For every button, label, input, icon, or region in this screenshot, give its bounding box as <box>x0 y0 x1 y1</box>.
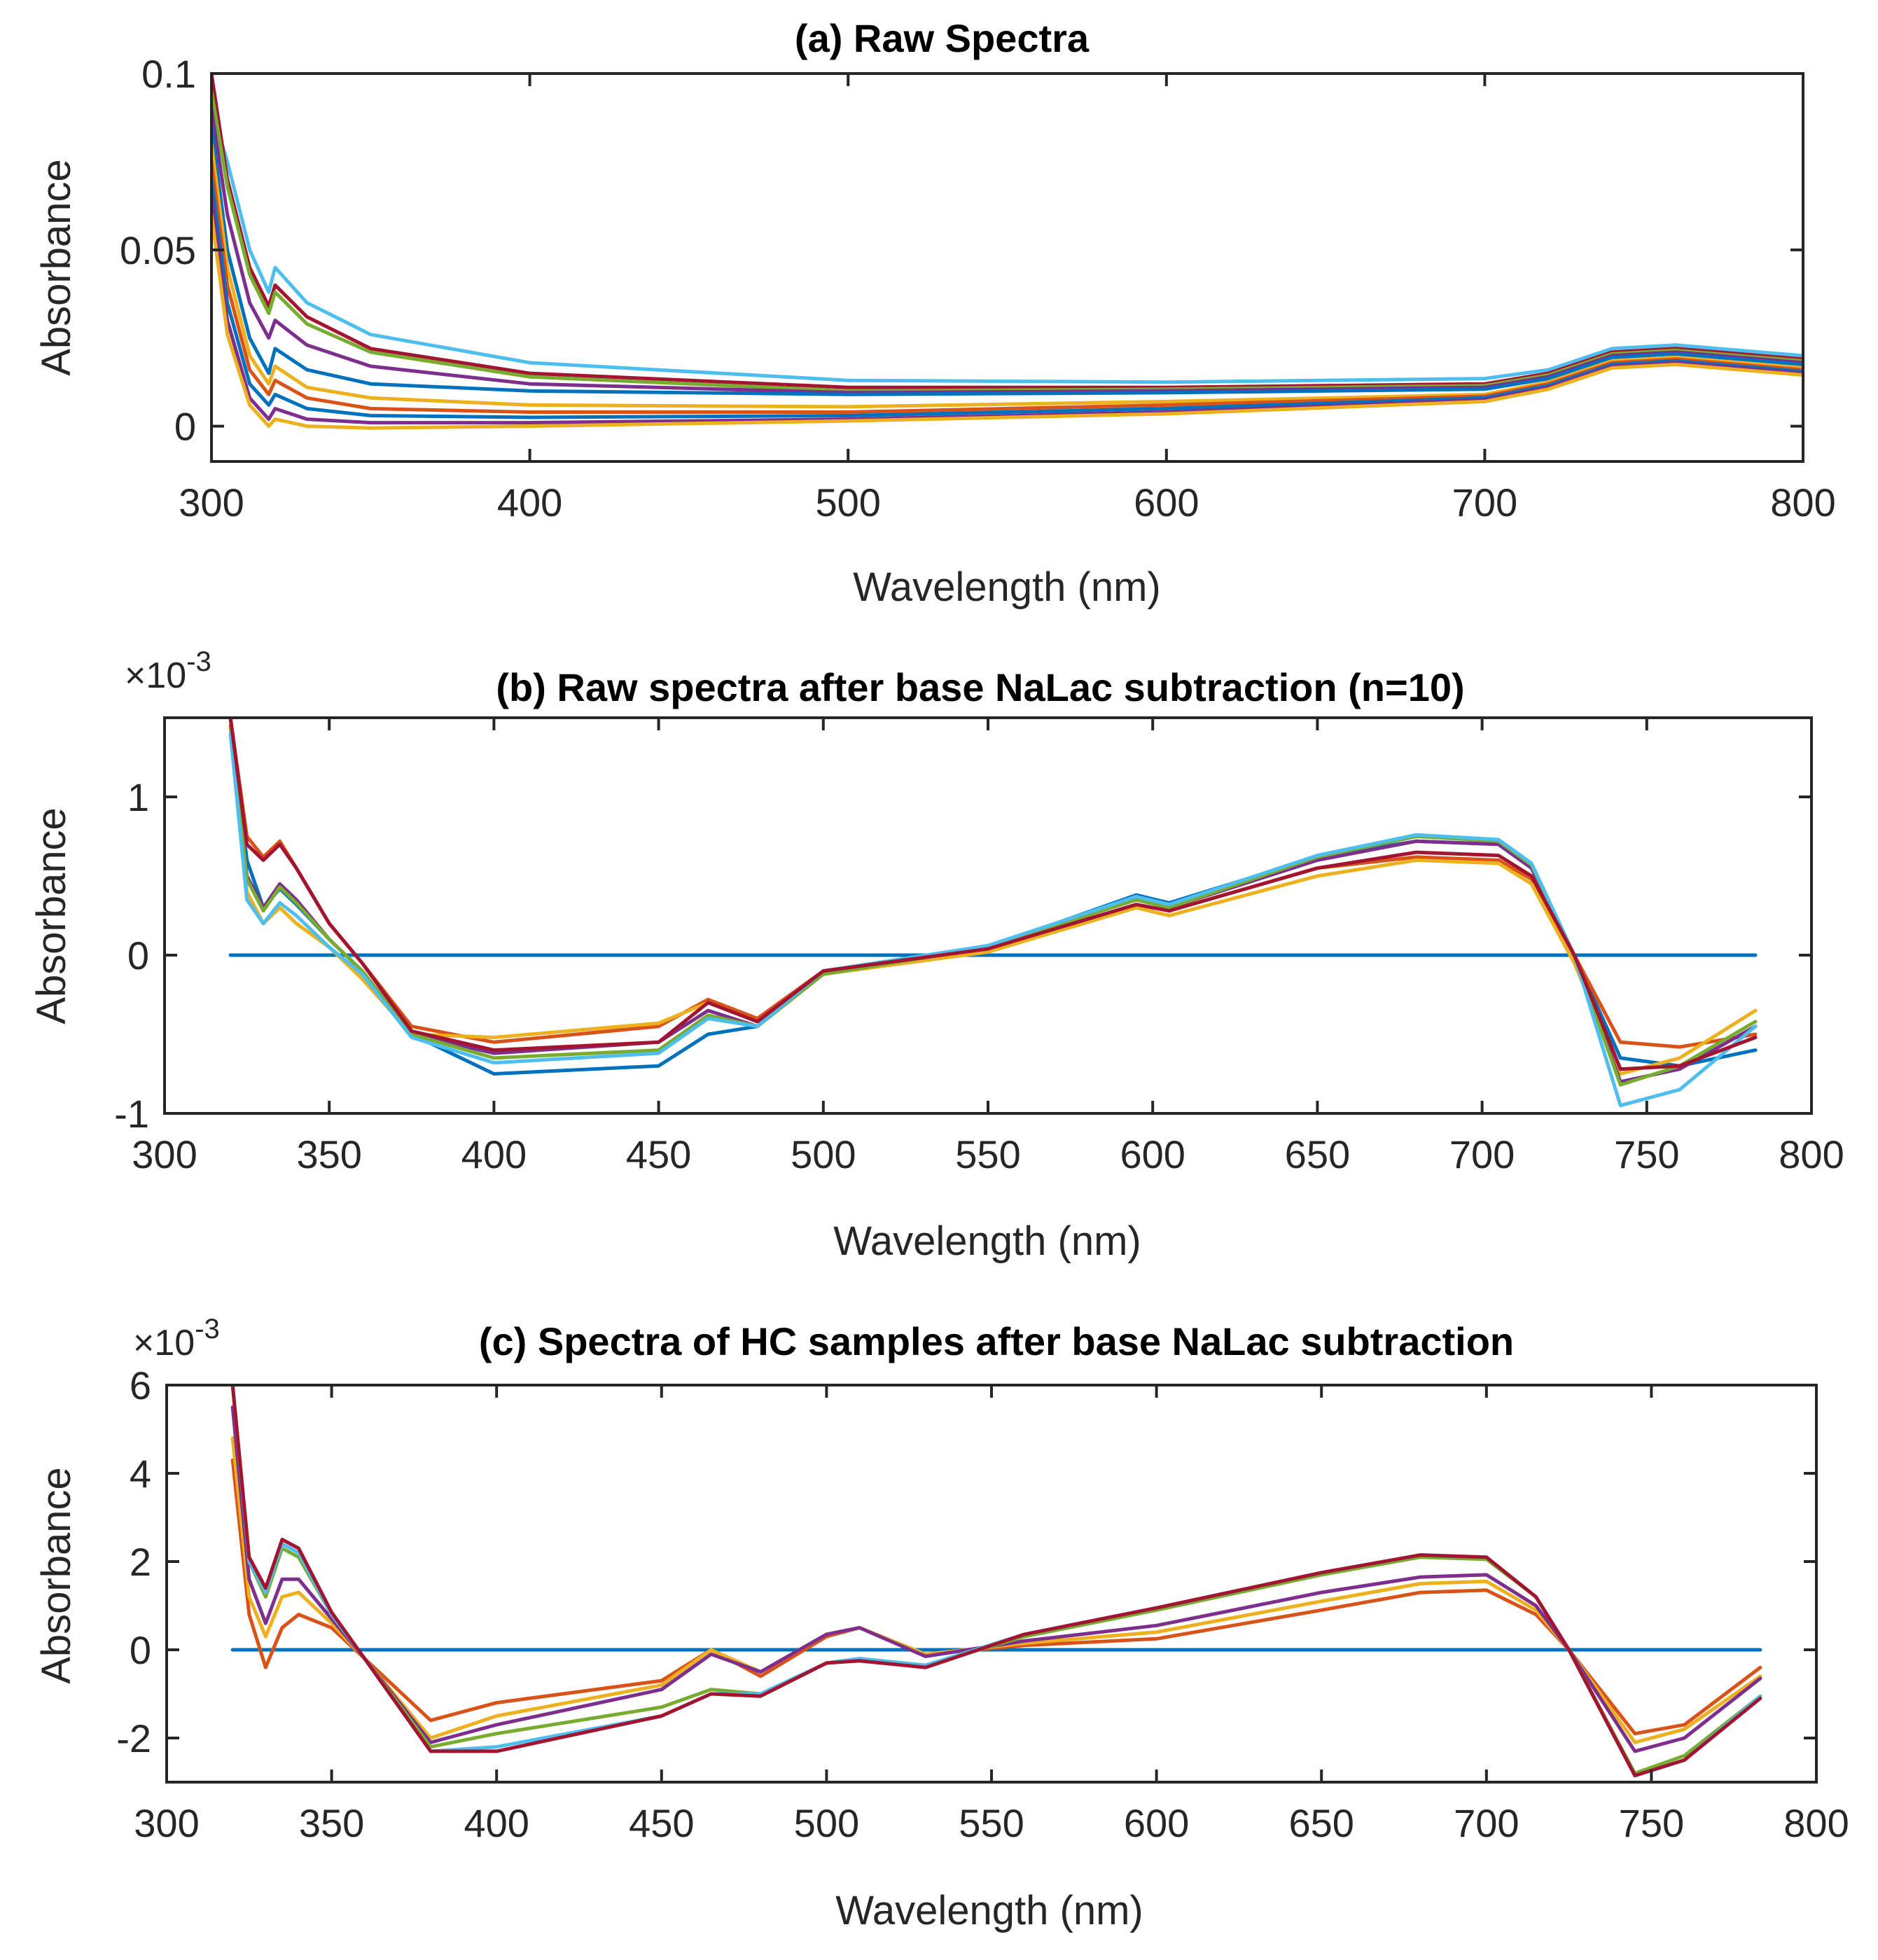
panel-a-series-s3 <box>211 89 1803 393</box>
panel-a-xtick-label: 800 <box>1770 480 1835 524</box>
panel-c-ytick-label: 6 <box>130 1363 151 1408</box>
panel-c-ytick-label: 2 <box>130 1540 151 1584</box>
panel-b-ytick-label: -1 <box>114 1092 149 1136</box>
panel-c-ytick-label: 4 <box>130 1452 151 1496</box>
panel-c-xtick-label: 650 <box>1288 1801 1354 1845</box>
panel-a-xtick-label: 300 <box>179 480 244 524</box>
panel-a-axes-frame <box>210 72 1804 463</box>
panel-c-series-s2 <box>230 1436 1762 1744</box>
panel-a-yticks: 0 0.05 0.1 <box>120 52 1803 449</box>
panel-a-series-s1 <box>211 106 1803 384</box>
panel-b-series-s7 <box>228 718 1758 1071</box>
panel-b-series-s4 <box>228 723 1758 1084</box>
panel-c-series-s4 <box>230 1385 1762 1775</box>
panel-a-xlabel: Wavelength (nm) <box>853 564 1160 610</box>
panel-b-xtick-label: 750 <box>1614 1132 1679 1176</box>
panel-b-title: (b) Raw spectra after base NaLac subtrac… <box>496 665 1464 709</box>
panel-c-multiplier-base: ×10 <box>133 1323 195 1363</box>
panel-c-xtick-label: 400 <box>464 1801 529 1845</box>
panel-b-yticks: -1 0 1 <box>114 775 1811 1136</box>
panel-c-series-s5 <box>230 1385 1762 1778</box>
panel-b-xtick-label: 600 <box>1120 1132 1185 1176</box>
panel-a: (a) Raw Spectra 300 400 500 600 700 800 0 0.05… <box>34 16 1836 610</box>
panel-c-plot <box>230 1385 1762 1778</box>
panel-c-xtick-label: 300 <box>134 1801 199 1845</box>
panel-b-xtick-label: 800 <box>1779 1132 1844 1176</box>
panel-c-series-s6 <box>230 1385 1762 1778</box>
panel-c-xtick-label: 450 <box>629 1801 694 1845</box>
panel-b-xticks: 300 350 400 450 500 550 600 650 700 750 800 <box>132 718 1844 1176</box>
panel-b-ylabel: Absorbance <box>29 807 74 1024</box>
panel-c-xlabel: Wavelength (nm) <box>835 1888 1143 1933</box>
panel-b-series-s6 <box>228 732 1758 1108</box>
panel-b-xtick-label: 650 <box>1285 1132 1350 1176</box>
panel-b-ytick-label: 0 <box>127 933 149 978</box>
panel-c-xtick-label: 750 <box>1619 1801 1684 1845</box>
panel-c-yticks: -2 0 2 4 6 <box>116 1363 1816 1760</box>
panel-a-ytick-label: 0 <box>174 405 196 449</box>
panel-a-plot <box>211 74 1803 430</box>
panel-c-xticks: 300 350 400 450 500 550 600 650 700 750 800 <box>134 1385 1849 1845</box>
panel-a-ytick-label: 0.1 <box>141 52 196 96</box>
panel-c: ×10-3 (c) Spectra of HC samples after ba… <box>34 1314 1849 1933</box>
panel-a-xtick-label: 400 <box>497 480 562 524</box>
panel-a-ytick-label: 0.05 <box>120 228 196 272</box>
panel-b-xtick-label: 550 <box>955 1132 1020 1176</box>
panel-a-series-s2 <box>211 74 1803 389</box>
panel-b-series-s3 <box>228 732 1758 1076</box>
panel-b-multiplier-base: ×10 <box>125 655 186 696</box>
panel-b-series-s1 <box>228 718 1758 1076</box>
panel-b-xtick-label: 500 <box>791 1132 856 1176</box>
panel-a-xticks: 300 400 500 600 700 800 <box>179 74 1836 524</box>
panel-c-series-s1 <box>230 1458 1762 1736</box>
panel-b-multiplier-exponent: -3 <box>186 646 211 677</box>
panel-c-series-s3 <box>230 1405 1762 1753</box>
panel-b-ytick-label: 1 <box>127 775 149 819</box>
panel-c-xtick-label: 600 <box>1124 1801 1189 1845</box>
panel-c-xtick-label: 550 <box>959 1801 1024 1845</box>
panel-c-multiplier: ×10-3 <box>133 1314 220 1363</box>
panel-b-axes-frame <box>163 716 1813 1115</box>
panel-b-multiplier: ×10-3 <box>125 646 211 696</box>
panel-a-xtick-label: 700 <box>1452 480 1517 524</box>
panel-c-xtick-label: 800 <box>1783 1801 1849 1845</box>
panel-b: ×10-3 (b) Raw spectra after base NaLac s… <box>29 646 1844 1264</box>
panel-a-xtick-label: 600 <box>1134 480 1199 524</box>
panel-b-series-s5 <box>228 723 1758 1087</box>
panel-b-xlabel: Wavelength (nm) <box>833 1218 1141 1264</box>
panel-b-plot <box>228 718 1758 1108</box>
panel-c-xtick-label: 500 <box>794 1801 859 1845</box>
panel-b-xtick-label: 450 <box>626 1132 691 1176</box>
panel-a-ylabel: Absorbance <box>34 159 79 376</box>
panel-b-xtick-label: 700 <box>1449 1132 1515 1176</box>
panel-c-ytick-label: -2 <box>116 1716 151 1760</box>
panel-c-ytick-label: 0 <box>130 1628 151 1672</box>
panel-b-xtick-label: 350 <box>296 1132 361 1176</box>
panel-a-xtick-label: 500 <box>815 480 880 524</box>
panel-c-xtick-label: 350 <box>299 1801 364 1845</box>
panel-c-title: (c) Spectra of HC samples after base NaL… <box>479 1319 1514 1363</box>
panel-a-series-s5 <box>211 125 1803 396</box>
panel-c-xtick-label: 700 <box>1454 1801 1519 1845</box>
panel-b-xtick-label: 300 <box>132 1132 197 1176</box>
panel-a-title: (a) Raw Spectra <box>795 16 1090 60</box>
panel-c-ylabel: Absorbance <box>34 1467 79 1684</box>
panel-a-series-s10 <box>211 213 1803 430</box>
panel-b-xtick-label: 400 <box>461 1132 527 1176</box>
panel-c-multiplier-exponent: -3 <box>195 1314 220 1344</box>
